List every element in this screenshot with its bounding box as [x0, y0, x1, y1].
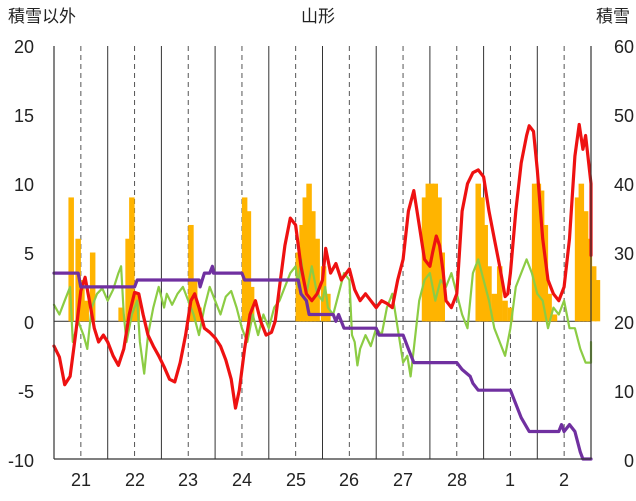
right-tick-label: 0	[624, 451, 634, 471]
left-tick-label: 0	[24, 313, 34, 333]
precipitation-bar	[248, 286, 255, 322]
left-tick-label: 10	[14, 175, 34, 195]
left-y-ticks: 20 15 10 5 0 -5 -10	[8, 37, 34, 471]
x-tick-label: 23	[178, 470, 198, 490]
precipitation-bar	[594, 280, 601, 322]
right-tick-label: 30	[614, 244, 634, 264]
precipitation-bar	[436, 197, 442, 322]
precipitation-bar	[432, 183, 439, 322]
left-tick-label: 20	[14, 37, 34, 57]
right-axis-label: 積雪	[596, 7, 630, 27]
precipitation-bar	[118, 307, 124, 322]
right-tick-label: 10	[614, 382, 634, 402]
precipitation-bar	[582, 211, 589, 322]
precipitation-bar	[586, 238, 593, 322]
precipitation-bar	[491, 293, 498, 322]
precipitation-bar	[191, 280, 198, 322]
x-tick-label: 24	[232, 470, 252, 490]
precipitation-bar	[486, 266, 492, 322]
precipitation-bar	[578, 183, 585, 322]
precipitation-bar	[188, 224, 194, 322]
wind-line	[52, 258, 593, 378]
precipitation-bar	[502, 300, 508, 322]
x-tick-label: 27	[393, 470, 413, 490]
right-tick-label: 50	[614, 106, 634, 126]
right-tick-label: 60	[614, 37, 634, 57]
right-y-ticks: 60 50 40 30 20 10 0	[614, 37, 634, 471]
precipitation-bar	[83, 300, 89, 322]
left-tick-label: -10	[8, 451, 34, 471]
snow_depth-line	[52, 264, 593, 461]
x-tick-label: 28	[447, 470, 467, 490]
precipitation-bar	[475, 183, 481, 322]
precipitation-bar	[551, 314, 558, 322]
precipitation-bar	[531, 183, 538, 322]
precipitation-bars	[68, 183, 601, 322]
precipitation-bar	[196, 307, 202, 322]
precipitation-bar	[425, 183, 432, 322]
precipitation-bar	[496, 266, 503, 322]
precipitation-bar	[245, 211, 252, 322]
precipitation-bar	[314, 238, 320, 322]
x-tick-label: 2	[559, 470, 569, 490]
left-tick-label: 15	[14, 106, 34, 126]
precipitation-bar	[590, 266, 597, 322]
x-tick-label: 26	[339, 470, 359, 490]
precipitation-bar	[302, 197, 309, 322]
x-tick-label: 1	[505, 470, 515, 490]
temperature-line	[52, 122, 593, 410]
precipitation-bar	[79, 280, 85, 322]
precipitation-bar	[241, 197, 248, 322]
precipitation-bar	[574, 197, 581, 322]
right-tick-label: 20	[614, 313, 634, 333]
x-tick-label: 22	[125, 470, 145, 490]
precipitation-bar	[538, 190, 545, 322]
left-tick-label: -5	[18, 382, 34, 402]
chart-title: 山形	[301, 7, 335, 27]
precipitation-bar	[542, 224, 549, 322]
precipitation-bar	[68, 197, 74, 322]
x-tick-label: 25	[286, 470, 306, 490]
precipitation-bar	[507, 307, 514, 322]
precipitation-bar	[306, 183, 312, 322]
axes	[53, 46, 592, 460]
x-tick-label: 21	[71, 470, 91, 490]
x-ticks: 21 22 23 24 25 26 27 28 1 2	[71, 470, 569, 490]
precipitation-bar	[546, 293, 552, 322]
left-axis-label: 積雪以外	[8, 7, 76, 27]
precipitation-bar	[479, 197, 485, 322]
precipitation-bar	[482, 224, 488, 322]
precipitation-bar	[535, 183, 542, 322]
series-lines	[52, 122, 593, 461]
precipitation-bar	[125, 238, 131, 322]
precipitation-bar	[439, 252, 446, 322]
right-tick-label: 40	[614, 175, 634, 195]
precipitation-bar	[129, 197, 135, 322]
left-tick-label: 5	[24, 244, 34, 264]
